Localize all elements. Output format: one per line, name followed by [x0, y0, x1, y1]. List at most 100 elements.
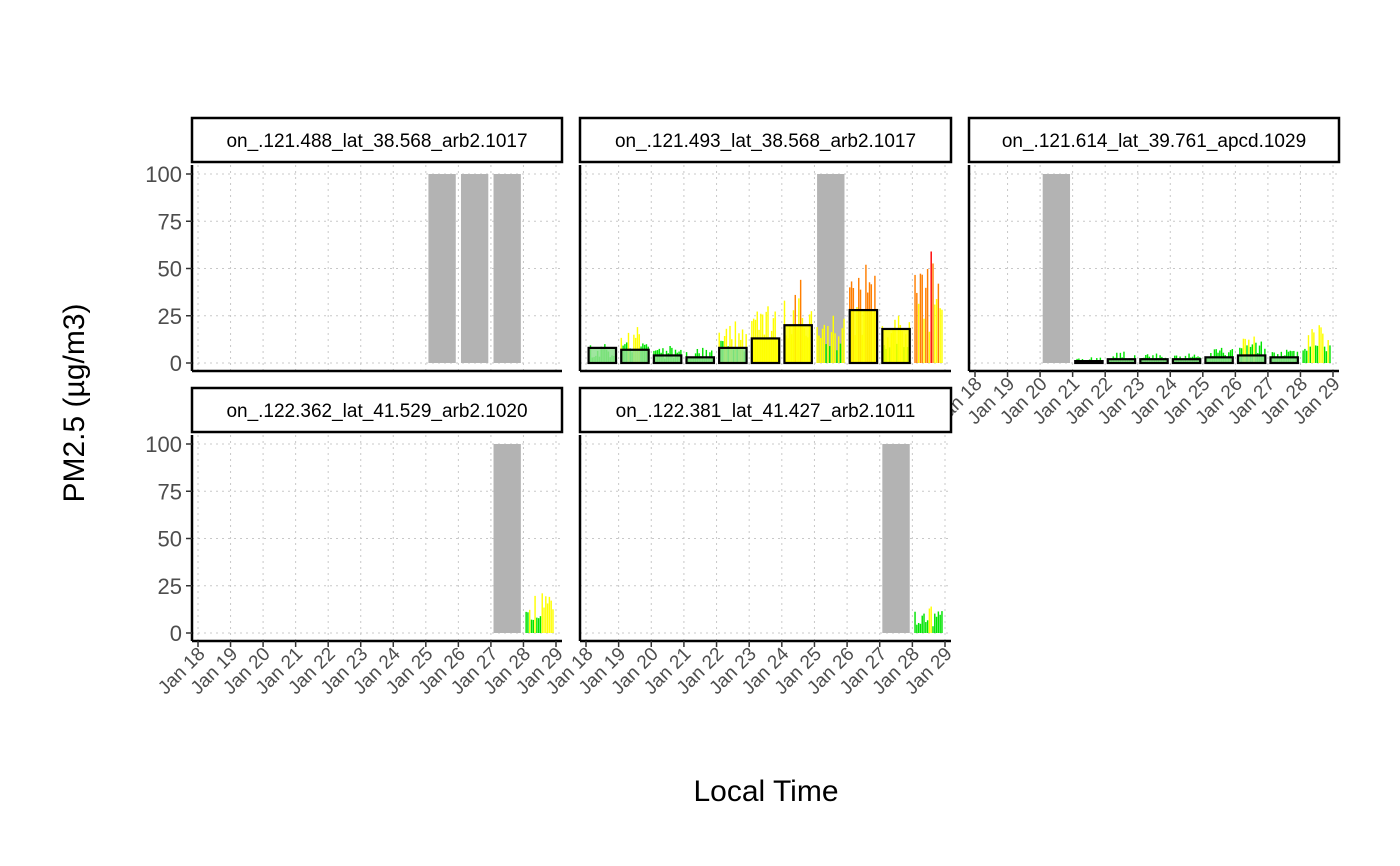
hourly-bar	[537, 618, 540, 633]
hourly-bar	[552, 609, 554, 633]
hourly-bar	[1323, 346, 1326, 363]
hourly-bar	[932, 626, 934, 633]
y-tick-label: 50	[158, 527, 182, 552]
strip-label: on_.122.362_lat_41.529_arb2.1020	[226, 401, 527, 422]
hourly-bar	[1246, 345, 1248, 363]
hourly-bar	[926, 268, 929, 363]
hourly-bar	[545, 596, 547, 633]
hourly-bar	[919, 623, 922, 633]
hourly-bar	[825, 344, 827, 363]
hourly-bar	[926, 620, 929, 633]
hourly-bar	[530, 619, 533, 633]
hourly-bar	[734, 321, 737, 363]
daily-average-bar	[1236, 354, 1267, 365]
hourly-bar	[935, 298, 938, 363]
hourly-bar	[828, 346, 831, 363]
hourly-bar	[941, 309, 943, 363]
daily-average-bar	[1204, 356, 1234, 365]
hourly-bar	[1258, 345, 1261, 363]
hourly-bar	[917, 303, 920, 363]
hourly-bar	[1248, 339, 1250, 363]
hourly-bar	[1116, 352, 1118, 363]
missing-data-bar	[882, 444, 910, 633]
hourly-bar	[550, 600, 552, 633]
daily-average-bar	[1106, 358, 1137, 365]
hourly-bar	[696, 348, 699, 363]
y-tick-label: 75	[158, 479, 182, 504]
hourly-bar	[939, 308, 941, 363]
hourly-bar	[1260, 341, 1263, 363]
hourly-bar	[816, 327, 818, 363]
strip-label: on_.122.381_lat_41.427_arb2.1011	[616, 401, 916, 422]
hourly-bar	[1313, 332, 1315, 363]
strip-header	[967, 116, 1341, 164]
hourly-bar	[841, 328, 843, 363]
hourly-bar	[528, 609, 531, 633]
hourly-bar	[1251, 344, 1254, 363]
y-tick-label: 0	[170, 621, 182, 646]
hourly-bar	[1314, 345, 1317, 363]
hourly-bar	[821, 328, 824, 363]
hourly-bar	[1322, 333, 1324, 363]
daily-average-bar	[1171, 358, 1202, 365]
hourly-bar	[534, 595, 536, 633]
hourly-bar	[925, 287, 927, 363]
hourly-bar	[774, 311, 776, 363]
daily-average-bar	[1269, 356, 1299, 365]
hourly-bar	[932, 263, 934, 363]
daily-average-bar	[1139, 358, 1169, 365]
y-tick-label: 100	[145, 162, 182, 187]
y-tick-label: 0	[170, 351, 182, 376]
facet-panel-1: on_.121.488_lat_38.568_arb2.1017 0 25 50 75 1…	[145, 116, 564, 376]
strip-header	[578, 116, 953, 164]
hourly-bar	[820, 337, 822, 363]
hourly-bar	[799, 279, 802, 363]
hourly-bar	[827, 326, 829, 363]
hourly-bar	[543, 607, 545, 633]
hourly-bar	[1119, 352, 1122, 363]
hourly-bar	[1244, 338, 1246, 363]
hourly-bar	[934, 304, 936, 363]
hourly-bar	[1302, 350, 1304, 363]
hourly-bar	[627, 332, 630, 363]
hourly-bar	[923, 613, 925, 633]
hourly-bar	[834, 333, 836, 363]
daily-average-bar	[685, 356, 716, 365]
missing-data-bar	[493, 174, 521, 363]
hourly-bar	[1123, 351, 1125, 363]
hourly-bar	[702, 347, 704, 363]
hourly-bar	[928, 608, 931, 633]
hourly-bar	[1255, 342, 1257, 363]
hourly-bar	[937, 611, 940, 633]
hourly-bar	[818, 335, 820, 363]
hourly-bar	[636, 327, 639, 363]
hourly-bar	[539, 616, 542, 633]
facet-panel-4: on_.122.362_lat_41.529_arb2.1020 0 25 50 75 1…	[145, 386, 568, 699]
hourly-bar	[532, 619, 534, 633]
strip-header	[190, 116, 564, 164]
y-tick-label: 75	[158, 209, 182, 234]
hourly-bar	[725, 328, 728, 363]
hourly-bar	[923, 318, 925, 363]
hourly-bar	[843, 318, 845, 363]
hourly-bar	[921, 615, 923, 633]
y-tick-label: 50	[158, 257, 182, 282]
hourly-bar	[1242, 338, 1245, 363]
daily-average-bar	[783, 324, 813, 365]
daily-average-bar	[587, 346, 618, 365]
hourly-bar	[837, 336, 840, 363]
hourly-bar	[928, 331, 931, 363]
daily-average-bar	[652, 354, 683, 365]
daily-average-bar	[848, 308, 879, 365]
hourly-bar	[937, 283, 940, 363]
y-tick-label: 25	[158, 574, 182, 599]
hourly-bar	[930, 606, 932, 633]
hourly-bar	[1253, 336, 1255, 363]
strip-label: on_.121.488_lat_38.568_arb2.1017	[226, 131, 527, 152]
y-tick-label: 25	[158, 304, 182, 329]
hourly-bar	[1231, 349, 1234, 363]
hourly-bar	[1318, 325, 1320, 363]
hourly-bar	[548, 596, 551, 633]
